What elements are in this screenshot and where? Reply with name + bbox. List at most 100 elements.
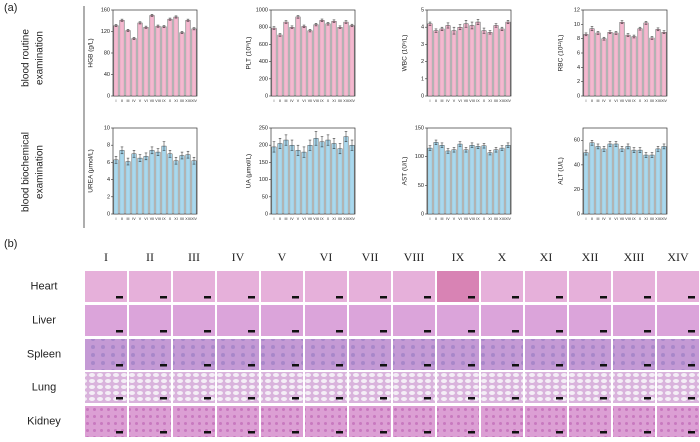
bar — [481, 145, 487, 215]
y-axis-label-group: WBC (10⁹/L) — [402, 35, 409, 72]
y-tick-label: 80 — [104, 50, 110, 56]
bar — [331, 20, 337, 97]
y-axis-label: AST (U/L) — [402, 157, 409, 186]
error-bar — [338, 143, 342, 155]
scale-bar — [688, 431, 695, 434]
scale-bar — [204, 330, 211, 333]
scale-bar — [556, 431, 563, 434]
error-bar — [626, 33, 630, 37]
error-bar — [150, 14, 154, 17]
bar — [343, 136, 349, 215]
scale-bar — [688, 397, 695, 400]
bar — [439, 28, 445, 97]
y-tick-label: 4 — [107, 177, 110, 183]
error-bar — [452, 26, 456, 35]
x-tick-label: VIII — [469, 217, 474, 221]
bar — [583, 152, 589, 215]
x-tick-label: II — [435, 217, 437, 221]
x-tick-label: VI — [302, 217, 305, 221]
scale-bar — [424, 397, 431, 400]
error-bar — [162, 141, 166, 151]
y-tick-label: 800 — [259, 25, 268, 31]
error-bar — [614, 31, 618, 35]
x-tick-label: III — [285, 217, 288, 221]
bar — [595, 32, 601, 97]
x-tick-label: XI — [488, 217, 491, 221]
scale-bar — [204, 397, 211, 400]
row-label: Spleen — [27, 348, 61, 360]
row-label: Liver — [32, 314, 56, 326]
scale-bar — [292, 364, 299, 367]
x-tick-label: VII — [308, 217, 312, 221]
error-bar — [632, 147, 636, 153]
scale-bar — [468, 330, 475, 333]
y-tick-label: 150 — [415, 125, 424, 131]
x-tick-label: IX — [320, 99, 324, 103]
column-label: VII — [362, 250, 379, 264]
x-tick-label: III — [597, 99, 600, 103]
scale-bar — [116, 330, 123, 333]
y-tick-label: 4 — [421, 25, 424, 31]
bar — [179, 32, 185, 97]
scale-bar — [204, 431, 211, 434]
error-bar — [464, 20, 468, 28]
scale-bar — [468, 431, 475, 434]
panel-label: (a) — [4, 2, 17, 14]
bar — [427, 147, 433, 215]
scale-bar — [336, 397, 343, 400]
error-bar — [500, 145, 504, 151]
x-tick-label: IV — [132, 99, 136, 103]
x-tick-label: XII — [650, 99, 654, 103]
bar — [143, 156, 149, 215]
error-bar — [192, 27, 196, 31]
bar — [337, 148, 343, 215]
error-bar — [488, 30, 492, 35]
column-label: XII — [582, 250, 599, 264]
scale-bar — [688, 364, 695, 367]
error-bar — [638, 26, 642, 31]
scale-bar — [424, 431, 431, 434]
x-tick-label: IX — [162, 99, 166, 103]
error-bar — [272, 141, 276, 153]
scale-bar — [116, 296, 123, 299]
x-tick-label: I — [586, 99, 587, 103]
x-tick-label: III — [597, 217, 600, 221]
column-label: I — [104, 250, 108, 264]
x-tick-label: XI — [488, 99, 491, 103]
error-bar — [446, 22, 450, 29]
plot-frame — [426, 9, 512, 97]
error-bar — [278, 33, 282, 37]
y-tick-label: 0 — [577, 93, 580, 99]
column-label: II — [146, 250, 154, 264]
error-bar — [296, 15, 300, 19]
bar — [649, 154, 655, 215]
x-tick-label: XI — [174, 217, 177, 221]
error-bar — [608, 30, 612, 34]
scale-bar — [248, 431, 255, 434]
x-tick-label: V — [609, 217, 612, 221]
bar — [469, 144, 475, 215]
column-label: X — [498, 250, 507, 264]
bar — [119, 150, 125, 215]
bar — [325, 23, 331, 97]
error-bar — [350, 139, 354, 151]
x-tick-label: II — [279, 217, 281, 221]
error-bar — [470, 142, 474, 148]
x-tick-label: II — [279, 99, 281, 103]
scale-bar — [204, 364, 211, 367]
error-bar — [290, 139, 294, 151]
scale-bar — [160, 330, 167, 333]
error-bar — [602, 36, 606, 41]
bar — [337, 27, 343, 97]
x-tick-label: XIII — [343, 217, 348, 221]
scale-bar — [160, 296, 167, 299]
error-bar — [308, 29, 312, 33]
bar — [155, 151, 161, 215]
bar — [499, 28, 505, 97]
x-tick-label: X — [483, 217, 486, 221]
bar — [307, 144, 313, 215]
scale-bar — [424, 364, 431, 367]
row-label: Lung — [32, 381, 56, 393]
plot-frame — [270, 9, 356, 97]
